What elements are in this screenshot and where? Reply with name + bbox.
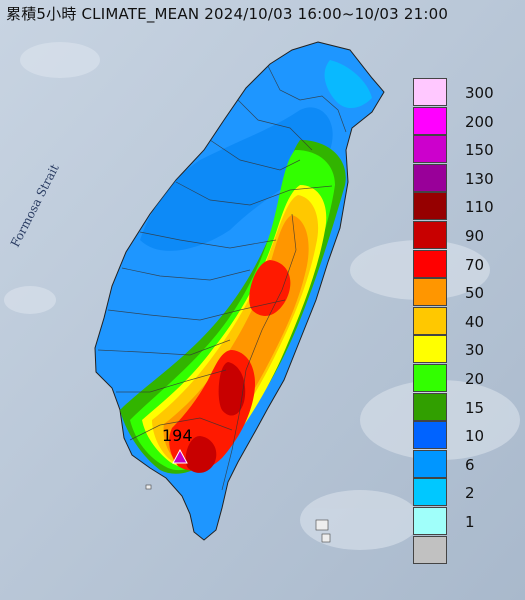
- legend-swatch: [413, 478, 447, 507]
- legend-swatch: [413, 249, 447, 278]
- legend-label: 20: [465, 370, 485, 388]
- legend-swatch: [413, 192, 447, 221]
- legend-swatch: [413, 507, 447, 535]
- legend-swatch: [413, 278, 447, 307]
- max-marker: [172, 448, 188, 464]
- legend-swatch: [413, 106, 447, 135]
- legend-swatch: [413, 421, 447, 450]
- legend-label: 200: [465, 112, 494, 131]
- legend-swatch: [413, 78, 447, 106]
- legend-label: 40: [465, 312, 485, 331]
- legend-label: 300: [465, 84, 494, 102]
- rain-zone-north-2: [324, 60, 372, 109]
- legend-label: 10: [465, 427, 485, 446]
- rain-zone-90-south: [185, 436, 217, 473]
- rain-zone-90: [218, 362, 246, 416]
- legend-swatch: [413, 135, 447, 164]
- legend-swatch: [413, 335, 447, 364]
- legend-label: 110: [465, 198, 494, 217]
- legend-label: 70: [465, 255, 485, 274]
- legend-label: 150: [465, 141, 494, 160]
- legend-label: 1: [465, 513, 475, 531]
- legend-label: 90: [465, 227, 485, 245]
- map-title: 累積5小時 CLIMATE_MEAN 2024/10/03 16:00~10/0…: [6, 5, 449, 23]
- legend-label: 130: [465, 169, 494, 188]
- max-triangle-icon: [172, 448, 188, 464]
- legend-swatch: [413, 221, 447, 249]
- county-boundaries: [97, 65, 347, 491]
- legend-swatch: [413, 306, 447, 335]
- legend-label: 2: [465, 484, 475, 503]
- legend-label: 50: [465, 284, 485, 303]
- rain-zone-70: [249, 260, 291, 316]
- legend-swatch: [413, 163, 447, 192]
- legend-swatch: [413, 535, 447, 564]
- legend-swatch: [413, 392, 447, 421]
- rainfall-fields: [120, 60, 372, 474]
- outer-islets: [145, 484, 331, 543]
- legend-label: 6: [465, 455, 475, 474]
- max-value-label: 194: [162, 426, 193, 445]
- legend-swatch: [413, 449, 447, 478]
- legend-swatch: [413, 364, 447, 392]
- legend-label: 15: [465, 398, 485, 417]
- legend-label: 30: [465, 341, 485, 360]
- rain-zone-6: [140, 107, 333, 251]
